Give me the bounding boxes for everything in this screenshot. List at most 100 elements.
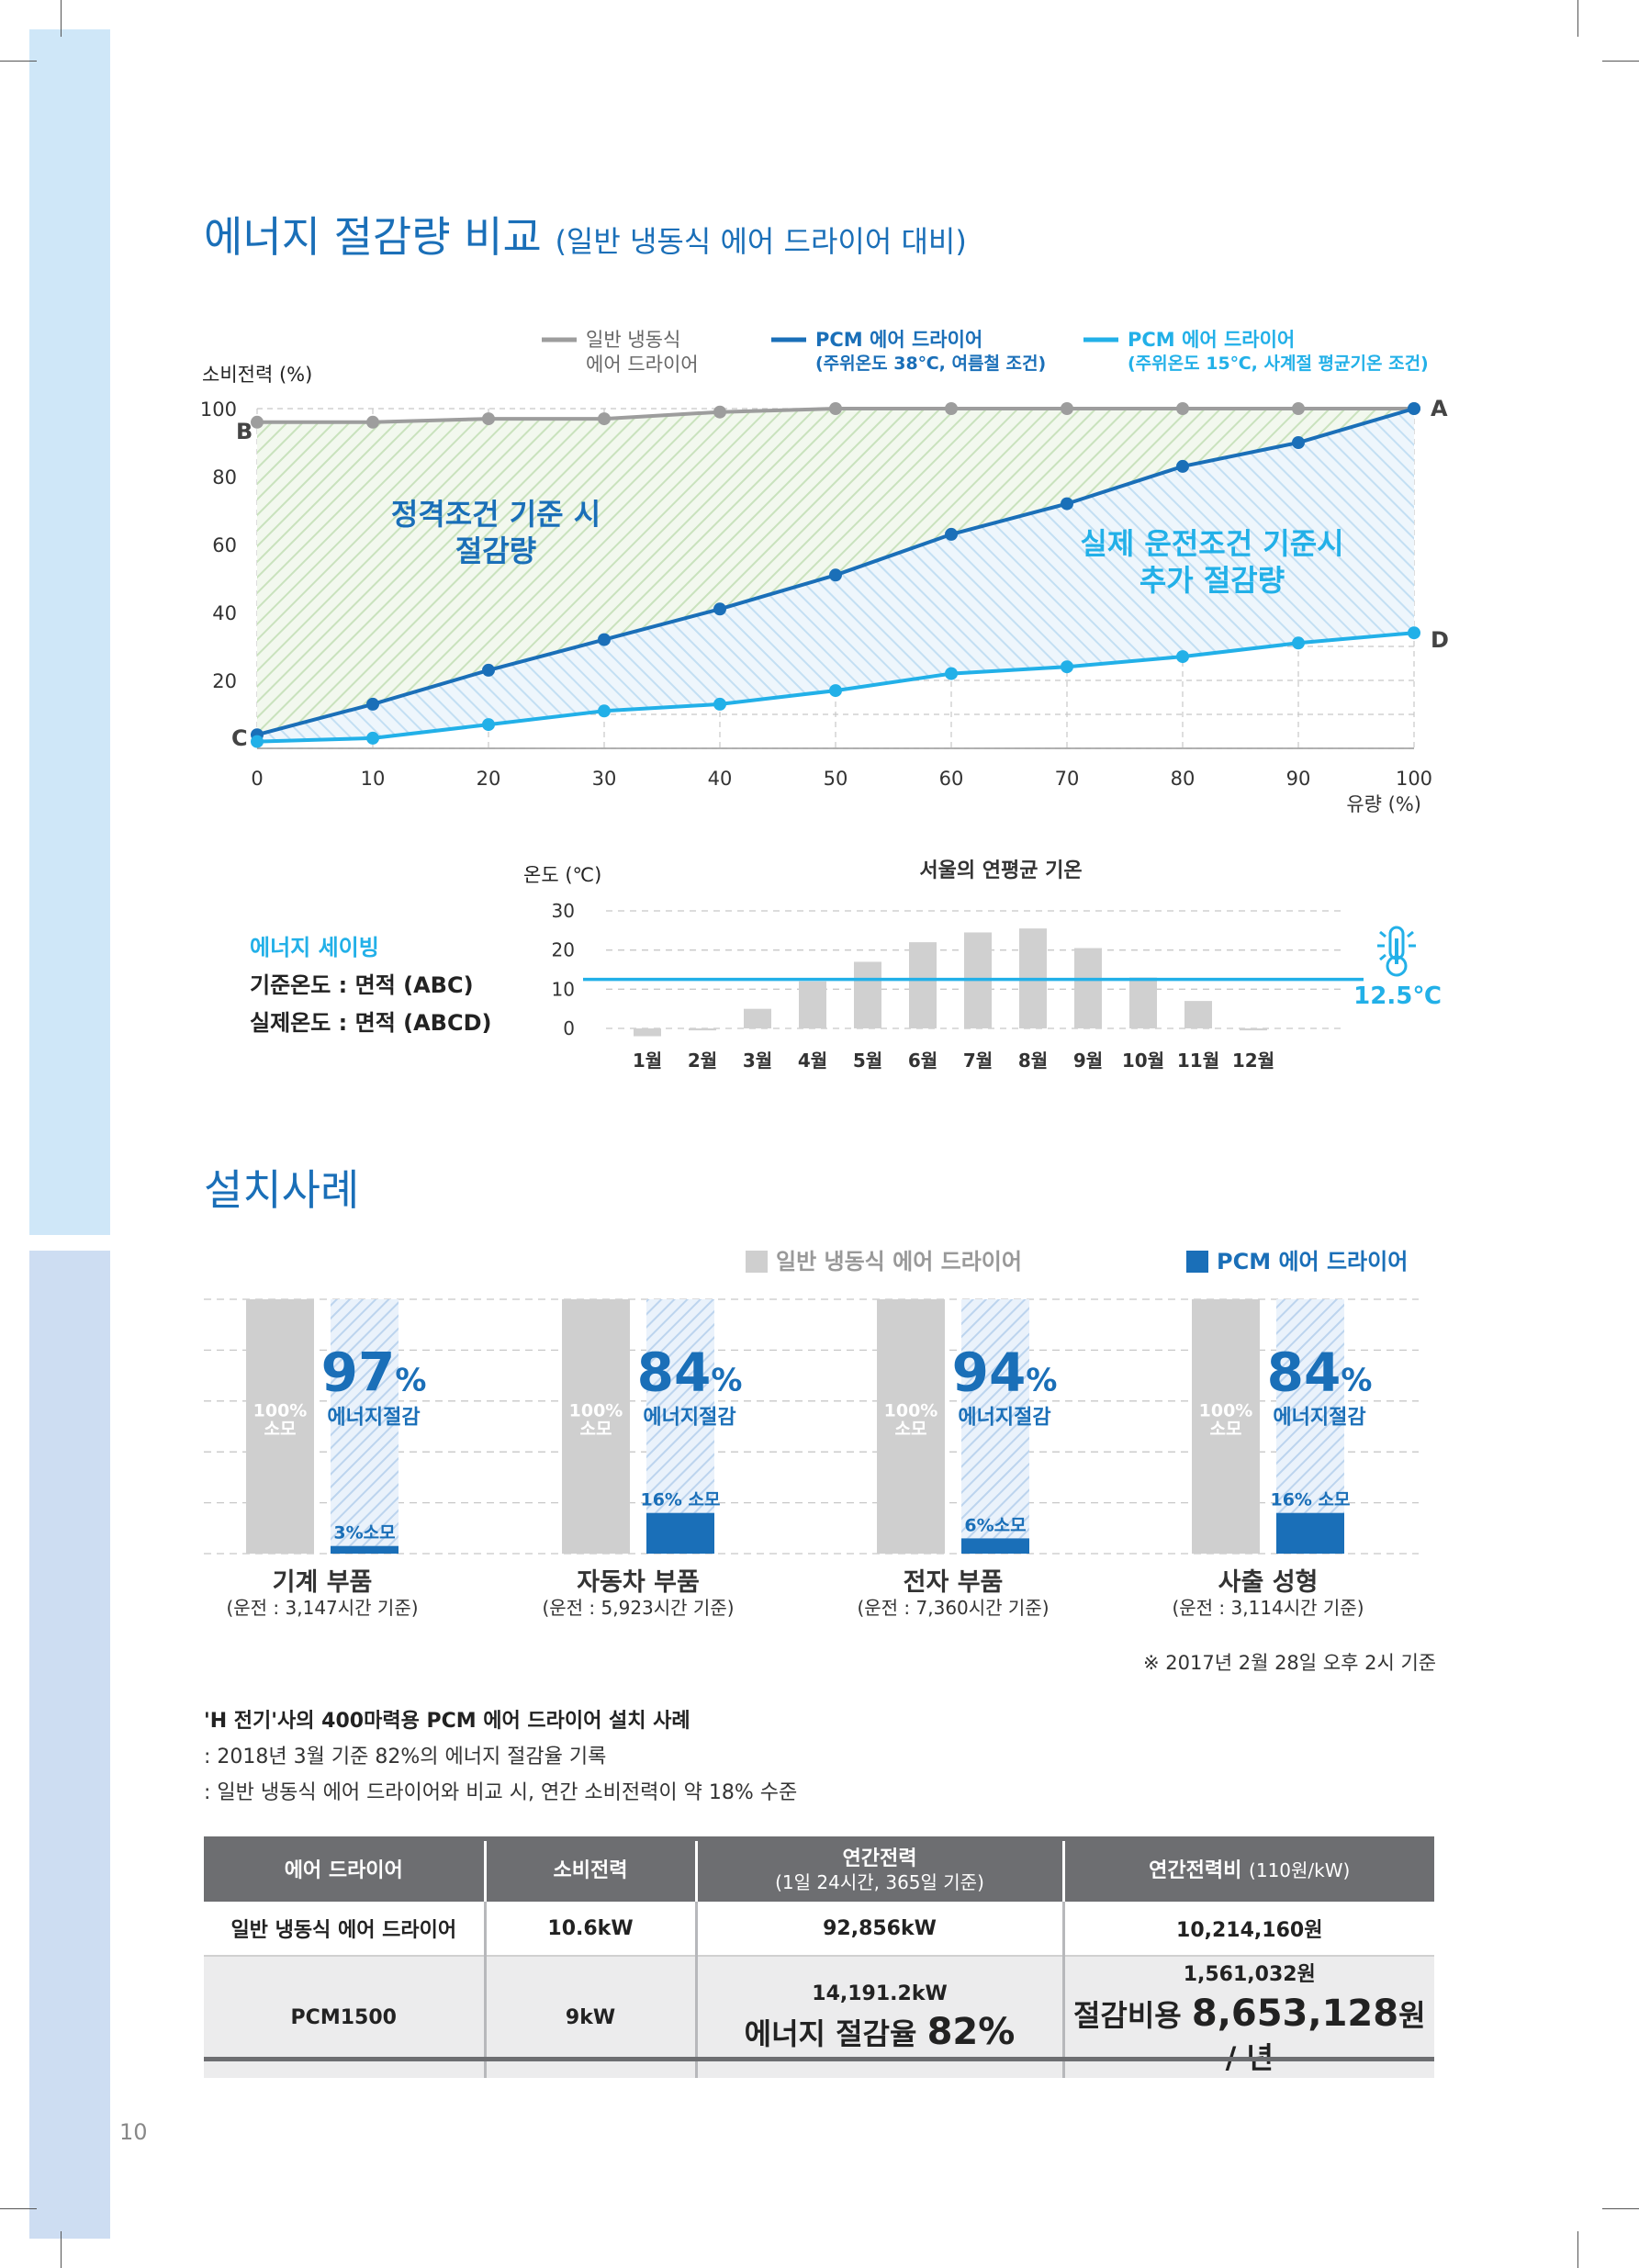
data-point [1176,402,1189,415]
table-header-annual-sub: (1일 24시간, 365일 기준) [775,1871,984,1893]
table-header-power: 소비전력 [485,1841,698,1902]
case-description: 'H 전기'사의 400마력용 PCM 에어 드라이어 설치 사례 : 2018… [204,1703,797,1811]
data-point [829,684,842,698]
energy-saving-rate: 에너지 절감율 82% [699,2011,1061,2053]
point-label-b: B [236,419,253,444]
data-point [945,402,958,415]
general-bar-label: 100% [884,1400,938,1420]
table-header-row: 에어 드라이어 소비전력 연간전력 (1일 24시간, 365일 기준) 연간전… [204,1841,1434,1902]
saving-hatch-bar [961,1299,1029,1539]
pcm-bar-label: 3%소모 [333,1523,395,1544]
reference-line-label: 12.5℃ [1353,982,1442,1010]
saving-percent: 84% [637,1342,743,1404]
general-bar [1192,1299,1260,1554]
general-bar-label: 소모 [580,1419,612,1439]
footnote: ※ 2017년 2월 28일 오후 2시 기준 [1143,1652,1437,1674]
data-point [1408,402,1420,415]
data-point [366,697,379,711]
section2-title: 설치사례 [204,1165,360,1215]
x-tick-label: 30 [592,768,617,790]
temp-y-axis-label: 온도 (℃) [523,864,601,886]
point-label-d: D [1431,627,1449,653]
legend-general: 일반 냉동식 에어 드라이어 [586,329,699,376]
legend-label-general: 일반 냉동식 에어 드라이어 [776,1249,1022,1274]
general-bar-label: 100% [569,1400,623,1420]
temperature-bar-chart: 온도 (℃) 서울의 연평균 기온 0 10 20 30 1월 2월 3월 4월 5월 6월 7월 8월 9… [523,859,1442,1072]
point-label-c: C [231,725,248,751]
temp-x-tick-label: 6월 [908,1050,937,1072]
case-line2: : 일반 냉동식 에어 드라이어와 비교 시, 연간 소비전력이 약 18% 수… [204,1781,798,1804]
y-tick-label: 40 [212,602,237,624]
x-tick-label: 0 [251,768,263,790]
saving-percent-value: 84 [637,1342,712,1404]
general-bar-label: 100% [253,1400,308,1420]
legend-pcm15-cond: (주위온도 15℃, 사계절 평균기온 조건) [1128,354,1429,374]
x-axis-label: 유량 (%) [1346,793,1421,815]
energy-line-chart: 20 40 60 80 100 0 10 20 30 40 50 60 70 80 90 100 유량 (%) 소… [200,364,1449,815]
annotation-actual-l2: 추가 절감량 [1139,563,1285,598]
table-cell-cost: 10,214,160원 [1063,1902,1434,1957]
temp-bar [634,1028,661,1037]
pcm-bar-label: 6%소모 [964,1515,1026,1535]
side-band-bottom [29,1251,110,2239]
general-bar [562,1299,630,1554]
saving-text: 에너지절감 [1273,1407,1365,1430]
saving-percent-value: 84 [1267,1342,1342,1404]
temp-bar [1240,1028,1267,1031]
temp-chart-grid [606,910,1341,1029]
crop-mark [1602,2208,1639,2209]
case-title: 'H 전기'사의 400마력용 PCM 에어 드라이어 설치 사례 [204,1710,690,1733]
energy-saving-line2: 실제온도 : 면적 (ABCD) [250,1010,492,1036]
crop-mark [0,2208,37,2209]
energy-saving-note: 에너지 세이빙 기준온도 : 면적 (ABC) 실제온도 : 면적 (ABCD) [250,929,491,1042]
x-tick-label: 60 [939,768,964,790]
data-point [482,412,495,426]
x-tick-label: 50 [824,768,848,790]
data-point [829,402,842,415]
table-bottom-line [204,2057,1434,2061]
page-number: 10 [119,2119,148,2145]
temp-x-tick-label: 4월 [798,1050,827,1072]
legend-pcm15-name: PCM 에어 드라이어 [1128,329,1295,351]
saving-hatch-bar [646,1299,714,1513]
crop-mark [1577,0,1578,37]
data-point [713,602,726,616]
side-band-top [29,29,110,1235]
saving-cost-label: 절감비용 [1072,1998,1192,2033]
table-header-cost-sub: (110원/kW) [1249,1858,1351,1881]
crop-mark [1602,61,1639,62]
data-point [1292,636,1305,650]
data-point [598,633,611,646]
temp-chart-title: 서울의 연평균 기온 [919,859,1082,882]
saving-percent-value: 97 [321,1342,396,1404]
temp-bar [1184,1001,1212,1028]
general-bar [246,1299,314,1554]
temp-chart-labels: 온도 (℃) 서울의 연평균 기온 0 10 20 30 1월 2월 3월 4월 5월 6월 7월 8월 9… [523,859,1442,1072]
data-point [945,527,958,541]
pcm-bar-label: 16% 소모 [1270,1490,1350,1510]
crop-mark [61,2231,62,2268]
case-line1: : 2018년 3월 기준 82%의 에너지 절감율 기록 [204,1746,607,1768]
line-chart-series [251,402,1420,748]
x-tick-label: 80 [1171,768,1196,790]
data-point [1408,626,1420,640]
data-point [251,735,264,748]
legend-swatch-pcm [1186,1251,1208,1273]
data-point [482,718,495,732]
data-point [1061,497,1073,511]
annotation-rated-l2: 절감량 [455,533,537,568]
table-header-dryer: 에어 드라이어 [204,1841,487,1902]
temp-bar [854,961,881,1028]
group-note: (운전 : 3,147시간 기준) [226,1597,418,1619]
saving-percent-unit: % [1026,1363,1057,1399]
saving-percent: 94% [952,1342,1058,1404]
energy-saving-rate-label: 에너지 절감율 [744,2015,927,2051]
case-chart-grid [204,1298,1419,1555]
x-tick-label: 10 [361,768,386,790]
y-tick-label: 20 [212,670,237,692]
case-chart-legend: 일반 냉동식 에어 드라이어 PCM 에어 드라이어 [746,1249,1408,1274]
legend-pcm38-cond: (주위온도 38℃, 여름철 조건) [815,354,1046,374]
x-tick-label: 90 [1286,768,1311,790]
general-bar-label: 소모 [264,1419,297,1439]
data-point [945,667,958,680]
